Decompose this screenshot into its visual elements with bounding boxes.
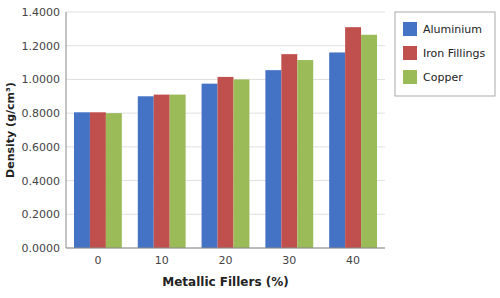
bar [170,95,186,248]
bar [90,112,106,248]
bar [74,112,90,248]
bar [202,84,218,248]
y-tick-label: 0.2000 [22,208,61,221]
y-tick-label: 0.4000 [22,175,61,188]
x-tick-label: 30 [282,254,296,267]
legend-frame [395,12,495,96]
x-tick-label: 40 [346,254,360,267]
chart: 0.0000 0.2000 0.4000 0.6000 0.8000 1.0000 1.20… [0,0,500,298]
bar [154,95,170,248]
bar [106,113,122,248]
grid-line [66,45,385,46]
y-tick-label: 1.0000 [22,73,61,86]
y-tick-label: 0.8000 [22,107,61,120]
x-tick-label: 20 [219,254,233,267]
y-tick-label: 1.4000 [22,6,61,19]
y-tick-label: 0.6000 [22,141,61,154]
x-tick-label: 10 [155,254,169,267]
y-tick-label: 1.2000 [22,40,61,53]
bar [218,77,234,248]
bar [345,27,361,248]
y-axis [66,12,67,248]
legend-label: Copper [423,71,463,84]
bar [329,52,345,248]
x-axis [66,248,385,249]
x-tick-label: 0 [94,254,101,267]
bar [361,35,377,248]
legend-swatch [403,22,417,36]
y-axis-label: Density (g/cm³) [4,82,17,178]
bar [281,54,297,248]
x-axis-label: Metallic Fillers (%) [162,275,288,289]
legend-swatch [403,70,417,84]
bar [265,70,281,248]
legend: Aluminium Iron Fillings Copper [395,12,495,96]
bar [297,60,313,248]
legend-swatch [403,46,417,60]
bar [138,96,154,248]
grid-line [66,12,385,13]
bar [233,79,249,248]
legend-label: Aluminium [423,23,482,36]
grid-line [66,248,385,249]
legend-label: Iron Fillings [423,47,485,60]
bars [74,27,377,248]
y-tick-label: 0.0000 [22,242,61,255]
